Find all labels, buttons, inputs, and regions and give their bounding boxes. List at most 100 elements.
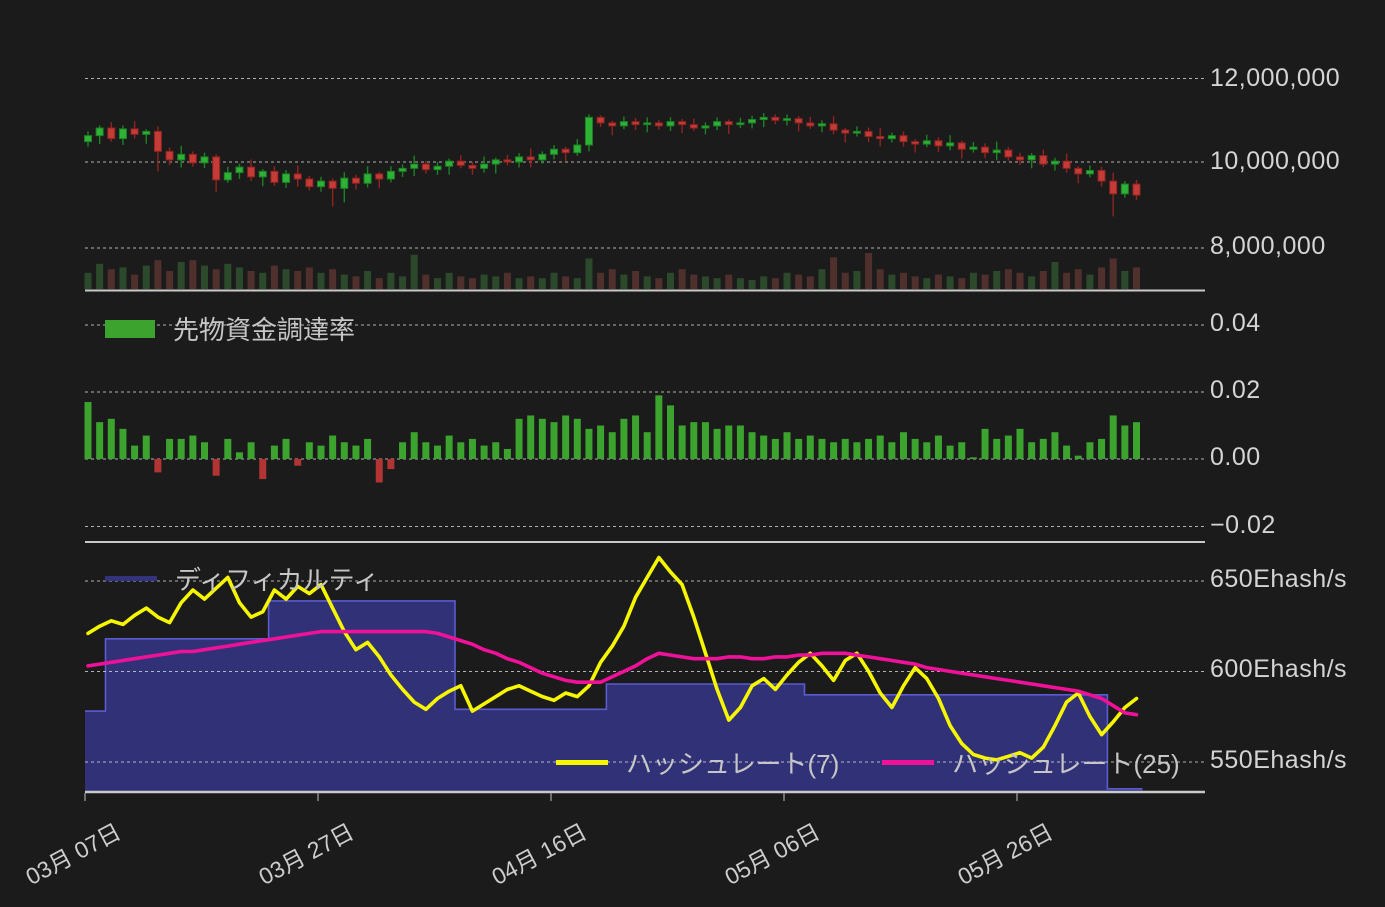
volume-bar[interactable] — [993, 271, 1001, 289]
candle[interactable] — [363, 173, 372, 184]
candle[interactable] — [561, 148, 570, 154]
funding-bar[interactable] — [422, 442, 430, 459]
candle[interactable] — [1016, 156, 1024, 161]
funding-bar[interactable] — [760, 435, 768, 459]
candle[interactable] — [922, 140, 931, 145]
funding-bar[interactable] — [503, 448, 511, 459]
candle[interactable] — [212, 156, 221, 181]
candle[interactable] — [515, 156, 524, 163]
volume-bar[interactable] — [212, 269, 220, 289]
volume-bar[interactable] — [492, 276, 500, 289]
funding-bar[interactable] — [888, 442, 896, 459]
candle[interactable] — [724, 121, 733, 126]
volume-bar[interactable] — [480, 274, 488, 289]
volume-bar[interactable] — [1051, 262, 1059, 289]
funding-bar[interactable] — [853, 442, 861, 459]
funding-bar[interactable] — [620, 418, 628, 459]
volume-bar[interactable] — [667, 272, 674, 289]
volume-bar[interactable] — [1133, 267, 1140, 289]
funding-bar[interactable] — [900, 432, 907, 459]
volume-bar[interactable] — [1028, 276, 1036, 289]
funding-bar[interactable] — [457, 442, 465, 459]
funding-bar[interactable] — [597, 425, 605, 460]
candle[interactable] — [736, 122, 745, 126]
candle[interactable] — [223, 172, 232, 181]
funding-bar[interactable] — [818, 438, 826, 459]
candle[interactable] — [1062, 160, 1071, 169]
candle[interactable] — [538, 153, 547, 161]
volume-bar[interactable] — [620, 274, 628, 289]
candle[interactable] — [491, 159, 500, 165]
volume-bar[interactable] — [608, 269, 616, 289]
candle[interactable] — [759, 116, 768, 120]
funding-bar[interactable] — [364, 438, 372, 459]
funding-bar[interactable] — [224, 438, 232, 459]
funding-bar[interactable] — [387, 459, 395, 470]
volume-bar[interactable] — [410, 254, 418, 289]
funding-bar[interactable] — [1063, 445, 1071, 459]
hashrate7-line[interactable] — [86, 555, 1139, 762]
volume-bar[interactable] — [585, 258, 593, 289]
candle[interactable] — [992, 149, 1001, 154]
funding-bar[interactable] — [445, 435, 453, 459]
funding-bar[interactable] — [678, 425, 686, 460]
candle[interactable] — [1120, 183, 1129, 195]
volume-bar[interactable] — [934, 274, 942, 289]
candle[interactable] — [899, 135, 908, 143]
funding-bar[interactable] — [282, 438, 290, 459]
candle[interactable] — [643, 122, 652, 126]
candle[interactable] — [969, 146, 978, 150]
candle[interactable] — [247, 166, 256, 178]
volume-bar[interactable] — [387, 272, 395, 289]
candle[interactable] — [1027, 155, 1036, 161]
candle[interactable] — [107, 127, 116, 140]
volume-bar[interactable] — [352, 276, 360, 289]
candle[interactable] — [713, 121, 722, 127]
volume-bar[interactable] — [142, 265, 150, 289]
candle[interactable] — [1074, 167, 1083, 175]
candle[interactable] — [619, 121, 628, 127]
candle[interactable] — [934, 140, 943, 147]
funding-bar[interactable] — [1109, 415, 1117, 459]
funding-bar[interactable] — [142, 435, 150, 459]
funding-bar[interactable] — [608, 432, 616, 459]
funding-bar[interactable] — [923, 442, 931, 459]
volume-bar[interactable] — [876, 269, 884, 289]
candle[interactable] — [305, 178, 314, 188]
candle[interactable] — [433, 165, 442, 171]
funding-bar[interactable] — [1028, 442, 1036, 459]
candle[interactable] — [118, 128, 127, 140]
legend-hashrate7[interactable]: ハッシュレート(7) — [556, 744, 839, 781]
funding-bar[interactable] — [643, 432, 651, 459]
candle[interactable] — [375, 173, 384, 180]
volume-bar[interactable] — [235, 267, 243, 289]
difficulty-area[interactable] — [85, 600, 1143, 791]
funding-bar[interactable] — [830, 442, 838, 459]
volume-bar[interactable] — [166, 271, 174, 289]
funding-bar[interactable] — [235, 452, 243, 459]
volume-bar[interactable] — [177, 262, 185, 289]
candle[interactable] — [445, 160, 454, 167]
candle[interactable] — [468, 164, 477, 169]
funding-bar[interactable] — [468, 438, 476, 459]
volume-bar[interactable] — [632, 271, 640, 289]
funding-bar[interactable] — [340, 442, 348, 459]
candle[interactable] — [1004, 149, 1013, 158]
funding-bar[interactable] — [981, 428, 989, 459]
volume-bar[interactable] — [643, 276, 651, 289]
funding-bar[interactable] — [270, 445, 278, 459]
volume-bar[interactable] — [830, 257, 838, 289]
funding-bar[interactable] — [771, 438, 779, 459]
candle[interactable] — [887, 135, 896, 140]
volume-bar[interactable] — [771, 278, 779, 289]
volume-bar[interactable] — [364, 271, 372, 289]
funding-bar[interactable] — [352, 445, 360, 459]
volume-bar[interactable] — [806, 276, 814, 289]
funding-bar[interactable] — [294, 459, 302, 466]
funding-bar[interactable] — [655, 395, 663, 459]
legend-hashrate25[interactable]: ハッシュレート(25) — [882, 744, 1180, 781]
volume-bar[interactable] — [725, 274, 733, 289]
volume-bar[interactable] — [760, 276, 768, 289]
volume-bar[interactable] — [538, 278, 546, 289]
candle[interactable] — [177, 153, 186, 161]
